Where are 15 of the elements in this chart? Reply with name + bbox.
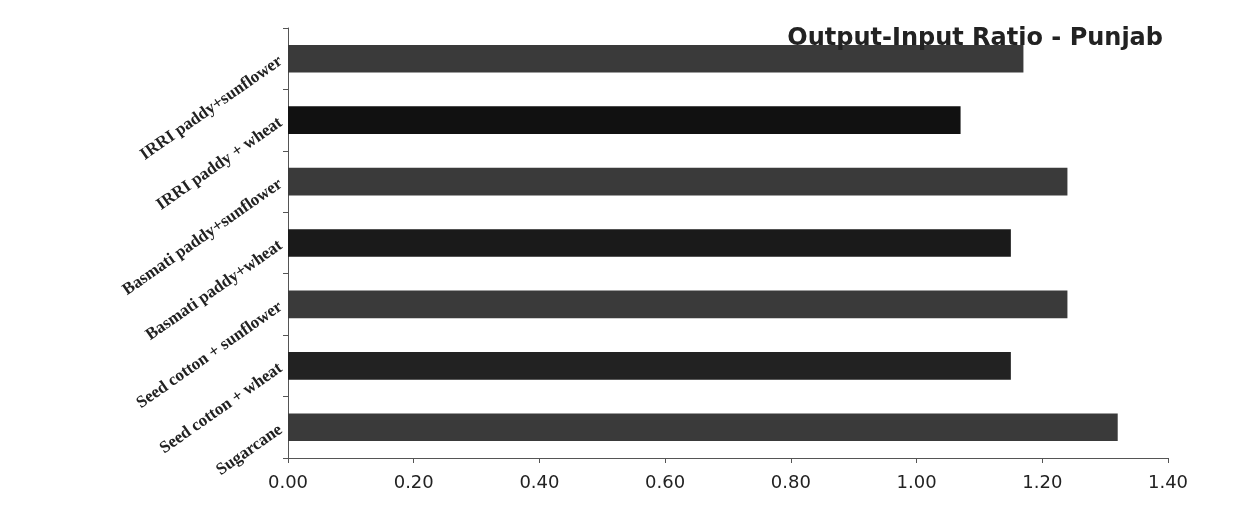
chart-title: Output-Input Ratio - Punjab	[787, 23, 1163, 51]
bar	[288, 413, 1118, 442]
bar	[288, 167, 1068, 196]
x-tick-label: 0.60	[645, 470, 686, 492]
x-tick-label: 1.20	[1022, 470, 1063, 492]
x-tick-label: 0.80	[770, 470, 811, 492]
bar	[288, 290, 1068, 319]
x-tick-label: 1.00	[896, 470, 937, 492]
x-tick-label: 0.00	[267, 470, 309, 492]
x-tick-label: 1.40	[1147, 470, 1189, 492]
x-tick-label: 0.40	[519, 470, 560, 492]
bar	[288, 229, 1011, 257]
bar	[288, 352, 1011, 380]
bar	[288, 106, 961, 134]
x-tick-label: 0.20	[393, 470, 434, 492]
